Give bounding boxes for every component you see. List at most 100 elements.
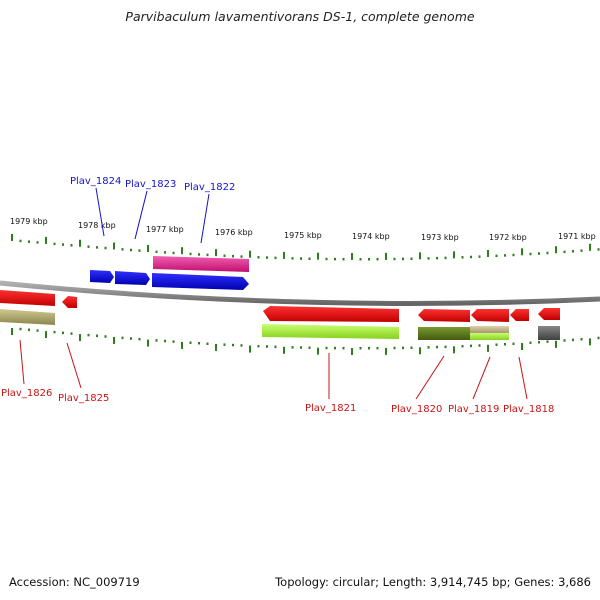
minor-tick — [563, 250, 566, 254]
minor-tick — [597, 248, 600, 251]
label-plav-1822[interactable]: Plav_1822 — [184, 182, 235, 193]
minor-tick — [478, 255, 481, 258]
minor-tick — [189, 341, 192, 344]
gene-plav-1821-feature[interactable] — [262, 324, 399, 339]
minor-tick — [130, 337, 132, 340]
minor-tick — [580, 338, 583, 341]
major-tick — [249, 250, 251, 258]
label-plav-1826[interactable]: Plav_1826 — [1, 388, 52, 399]
gene-plav-1820[interactable] — [418, 309, 470, 322]
gene-plav-1820-feature[interactable] — [418, 327, 470, 340]
minor-tick — [223, 254, 226, 258]
gene-plav-1823[interactable] — [115, 271, 150, 285]
gene-plav-1819-feature-a[interactable] — [470, 326, 509, 333]
minor-tick — [87, 245, 90, 248]
tick-label: 1974 kbp — [352, 232, 390, 241]
major-tick — [453, 251, 455, 259]
gene-unlabeled-gray[interactable] — [538, 326, 560, 340]
tick-label: 1971 kbp — [558, 232, 596, 241]
minor-tick — [274, 256, 277, 260]
label-leaders — [19, 187, 528, 400]
gene-unlabeled-red[interactable] — [538, 308, 560, 320]
minor-tick — [172, 340, 175, 343]
minor-tick — [291, 257, 294, 260]
leader-plav-1826 — [19, 339, 25, 385]
label-plav-1819[interactable]: Plav_1819 — [448, 404, 499, 415]
label-plav-1825[interactable]: Plav_1825 — [58, 393, 109, 404]
major-tick — [385, 252, 387, 260]
major-tick — [249, 345, 251, 353]
minor-tick — [368, 257, 370, 261]
leader-plav-1823 — [134, 190, 148, 240]
major-tick — [181, 341, 183, 349]
gene-plav-1822[interactable] — [153, 256, 249, 272]
minor-tick — [104, 246, 107, 250]
genome-summary-text: Topology: circular; Length: 3,914,745 bp… — [275, 575, 591, 589]
minor-tick — [300, 257, 302, 260]
minor-tick — [138, 337, 141, 341]
minor-tick — [206, 253, 209, 257]
label-plav-1820[interactable]: Plav_1820 — [391, 404, 442, 415]
gene-plav-1818[interactable] — [510, 309, 529, 321]
major-tick — [283, 251, 285, 259]
label-plav-1818[interactable]: Plav_1818 — [503, 404, 554, 415]
minor-tick — [546, 251, 549, 255]
gene-plav-1825[interactable] — [62, 296, 77, 308]
major-tick — [385, 347, 387, 355]
minor-tick — [495, 343, 498, 346]
gene-plav-1821[interactable] — [263, 306, 399, 322]
minor-tick — [427, 346, 430, 349]
major-tick — [351, 252, 353, 260]
minor-tick — [232, 343, 234, 347]
minor-tick — [402, 257, 404, 261]
minor-tick — [478, 344, 481, 347]
minor-tick — [538, 252, 540, 255]
major-tick — [521, 343, 523, 351]
minor-tick — [597, 336, 600, 340]
minor-tick — [300, 346, 302, 349]
tick-label: 1972 kbp — [489, 233, 527, 242]
minor-tick — [470, 344, 472, 348]
minor-tick — [70, 332, 73, 335]
minor-tick — [504, 254, 506, 257]
major-tick — [79, 334, 81, 342]
label-plav-1821[interactable]: Plav_1821 — [305, 403, 356, 414]
major-tick — [589, 338, 591, 346]
gene-plav-1819[interactable] — [471, 309, 509, 322]
minor-tick — [206, 342, 209, 345]
gene-plav-1824[interactable] — [90, 270, 114, 283]
major-tick — [215, 249, 217, 257]
minor-tick — [368, 346, 370, 350]
minor-tick — [376, 346, 379, 350]
gene-plav-1826-feature[interactable] — [0, 309, 55, 325]
minor-tick — [53, 242, 56, 246]
major-tick — [555, 340, 557, 348]
minor-tick — [257, 256, 260, 259]
major-tick — [487, 250, 489, 258]
minor-tick — [164, 251, 166, 254]
tick-label: 1976 kbp — [215, 228, 253, 237]
minor-tick — [529, 341, 532, 345]
leader-plav-1819 — [472, 356, 491, 400]
map-title: Parvibaculum lavamentivorans DS-1, compl… — [125, 9, 475, 24]
minor-tick — [572, 250, 574, 253]
minor-tick — [308, 257, 311, 260]
minor-tick — [28, 240, 30, 243]
gene-plav-1826[interactable] — [0, 290, 55, 306]
major-tick — [147, 244, 149, 252]
label-plav-1823[interactable]: Plav_1823 — [125, 179, 176, 190]
minor-tick — [87, 333, 90, 337]
gene-plav-1819-feature-b[interactable] — [470, 333, 509, 340]
tick-label: 1975 kbp — [284, 231, 322, 240]
label-plav-1824[interactable]: Plav_1824 — [70, 176, 121, 187]
minor-tick — [198, 341, 200, 345]
minor-tick — [138, 249, 141, 252]
minor-tick — [121, 248, 124, 251]
forward-strand-genes — [90, 256, 249, 290]
leader-plav-1824 — [95, 187, 105, 237]
major-tick — [317, 252, 319, 260]
major-tick — [317, 347, 319, 355]
gene-plav-1822-cds[interactable] — [152, 273, 249, 290]
major-tick — [113, 242, 115, 250]
tick-label: 1973 kbp — [421, 233, 459, 242]
